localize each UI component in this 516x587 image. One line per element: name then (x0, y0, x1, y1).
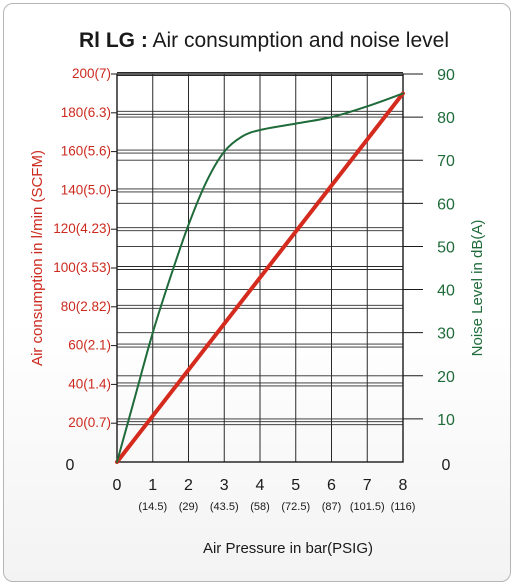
left-axis-tick-label: 0 (66, 457, 75, 474)
y-axis-right-label: Noise Level in dB(A) (469, 220, 486, 357)
x-axis-tick-label: 4 (256, 477, 265, 494)
right-axis-tick-label: 80 (437, 110, 455, 127)
x-axis-psig-label: (87) (322, 501, 342, 513)
x-axis-tick-label: 2 (184, 477, 193, 494)
x-axis-psig-label: (72.5) (281, 501, 310, 513)
series-layer (115, 91, 405, 464)
left-axis-tick-label: 40(1.4) (68, 376, 111, 391)
left-axis-tick-label: 80(2.82) (61, 299, 111, 314)
x-axis-label: Air Pressure in bar(PSIG) (203, 540, 373, 557)
right-axis: 0 10 20 30 40 50 60 70 80 90 (403, 67, 455, 474)
right-axis-tick-label: 60 (437, 196, 455, 213)
chart-title-description: Air consumption and noise level (148, 29, 449, 52)
right-axis-tick-label: 40 (437, 283, 455, 300)
x-axis-psig-label: (116) (391, 501, 416, 513)
left-axis-tick-label: 180(6.3) (61, 105, 111, 120)
x-axis-tick-label: 3 (220, 477, 229, 494)
chart-title-model: Rl LG : (79, 29, 148, 52)
right-axis-tick-label: 70 (437, 153, 455, 170)
x-axis-tick-label: 6 (327, 477, 336, 494)
chart-frame (3, 3, 511, 582)
right-axis-tick-label: 90 (437, 67, 455, 84)
left-axis-tick-label: 140(5.0) (61, 182, 111, 197)
x-axis-psig-label: (101.5) (350, 501, 385, 513)
left-axis-tick-label: 200(7) (72, 66, 111, 81)
right-axis-tick-label: 10 (437, 412, 455, 429)
left-axis-tick-label: 60(2.1) (68, 338, 111, 353)
right-axis-tick-label: 0 (442, 457, 451, 474)
x-axis-tick-label: 1 (148, 477, 157, 494)
x-axis: 0 1 2 3 4 5 6 7 8 (14.5) (29) (43.5) (58) (72.5) (87) (… (113, 477, 416, 513)
x-axis-tick-label: 5 (291, 477, 300, 494)
x-axis-tick-label: 8 (399, 477, 408, 494)
x-axis-psig-label: (14.5) (138, 501, 167, 513)
right-axis-tick-label: 30 (437, 326, 455, 343)
x-axis-tick-label: 0 (113, 477, 122, 494)
left-axis-tick-label: 100(3.53) (53, 260, 111, 275)
left-axis: 0 20(0.7) 40(1.4) 60(2.1) 80(2.82) 100(3.53) 1… (53, 66, 117, 474)
y-axis-left-label: Air consumption in l/min (SCFM) (29, 150, 46, 366)
x-axis-psig-label: (29) (179, 501, 199, 513)
chart-title: Rl LG : Air consumption and noise level (79, 29, 449, 52)
x-axis-tick-label: 7 (363, 477, 372, 494)
right-axis-tick-label: 20 (437, 369, 455, 386)
left-axis-tick-label: 20(0.7) (68, 415, 111, 430)
noise-level-line (116, 92, 404, 463)
x-axis-psig-label: (58) (250, 501, 270, 513)
x-axis-psig-label: (43.5) (210, 501, 239, 513)
air-consumption-line (115, 91, 405, 464)
plot-grid (116, 72, 404, 463)
right-axis-tick-label: 50 (437, 239, 455, 256)
left-axis-tick-label: 160(5.6) (61, 144, 111, 159)
left-axis-tick-label: 120(4.23) (53, 221, 111, 236)
